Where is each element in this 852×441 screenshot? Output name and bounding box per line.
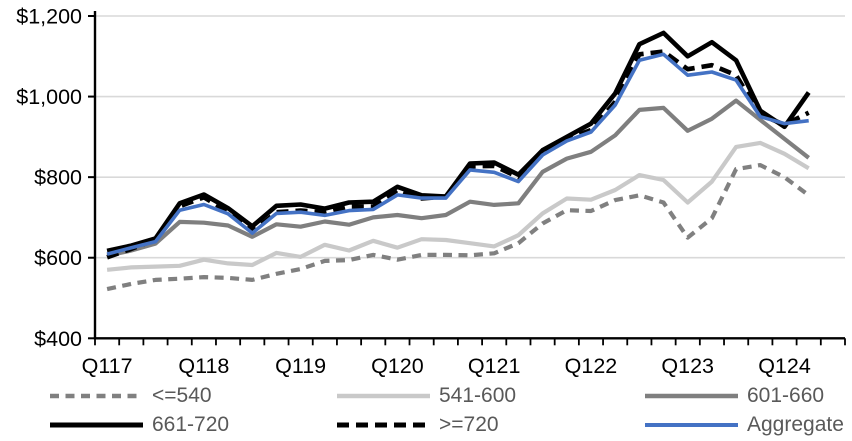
legend-item-541-600: 541-600 [337,383,645,409]
legend-swatch-661-720 [50,422,143,428]
chart-legend: <=540 541-600 601-660 661-720 >=720 Aggregate [50,383,852,438]
y-axis-label: $1,000 [16,85,82,109]
legend-label-601-660: 601-660 [747,384,825,407]
x-axis-ticks [94,338,846,346]
x-axis-label: Q119 [275,354,326,378]
legend-item-661-720: 661-720 [50,412,337,438]
series-line--540 [106,163,810,292]
legend-label--540: <=540 [152,384,212,407]
x-axis-label: Q118 [178,354,229,378]
legend-label-541-600: 541-600 [439,384,517,407]
x-axis-label: Q123 [661,354,714,378]
x-axis-label: Q117 [82,354,133,378]
legend-label--720: >=720 [439,413,499,436]
series-line-541-600 [106,140,810,272]
series-line-aggregate [106,52,809,256]
legend-item-601-660: 601-660 [645,383,852,409]
legend-item--720: >=720 [337,412,645,438]
legend-label-661-720: 661-720 [152,413,230,436]
y-axis-ticks: $400 $600 $800 $1,000 $1,200 [16,5,95,351]
legend-swatch--720 [337,422,430,428]
x-axis-label: Q124 [758,354,811,378]
y-axis-label: $800 [34,166,82,190]
series-line-601-660 [106,98,810,258]
legend-item--540: <=540 [50,383,337,409]
legend-label-aggregate: Aggregate [747,413,844,436]
y-axis-label: $400 [34,327,82,351]
y-axis-label: $1,200 [16,5,82,29]
legend-item-aggregate: Aggregate [645,412,852,438]
legend-swatch-541-600 [337,393,430,399]
x-axis-label: Q120 [371,354,424,378]
legend-swatch-aggregate [645,423,738,427]
legend-swatch-601-660 [645,393,738,399]
legend-swatch--540 [50,393,143,399]
x-axis-label: Q121 [468,354,521,378]
x-axis-label: Q122 [565,354,618,378]
x-axis-labels: Q117 Q118 Q119 Q120 Q121 Q122 Q123 Q124 [82,354,811,378]
y-axis-label: $600 [34,246,82,270]
line-chart-plot-area: $400 $600 $800 $1,000 $1,200 Q117 Q118 Q119 Q120… [16,5,846,378]
